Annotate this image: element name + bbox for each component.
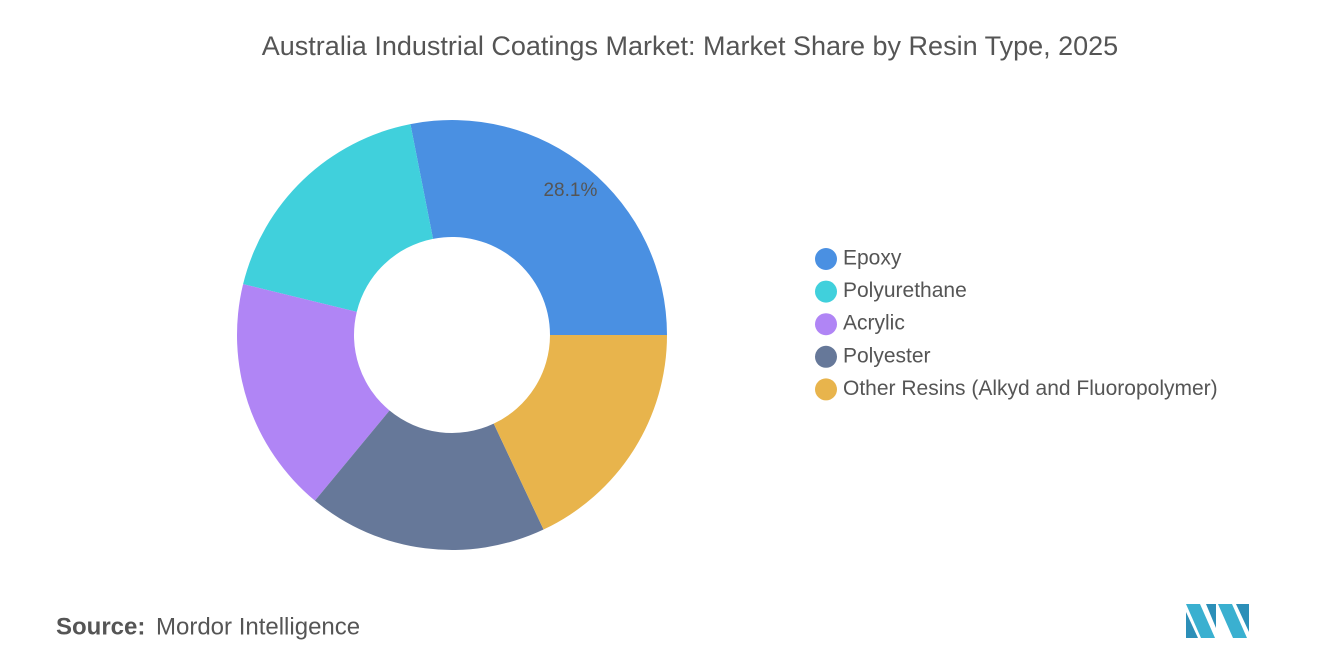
legend-label: Polyester bbox=[843, 344, 931, 367]
legend-label: Polyurethane bbox=[843, 279, 967, 302]
legend-marker bbox=[815, 248, 837, 270]
legend-label: Other Resins (Alkyd and Fluoropolymer) bbox=[843, 377, 1218, 400]
donut-slice bbox=[493, 335, 667, 530]
donut-slice bbox=[314, 410, 544, 550]
source: Mordor Intelligence bbox=[156, 613, 360, 640]
legend-marker bbox=[815, 345, 837, 368]
legend-marker bbox=[815, 378, 837, 401]
legend-marker bbox=[815, 280, 837, 303]
legend-marker bbox=[815, 313, 837, 336]
donut-slice bbox=[237, 284, 390, 501]
chart-title: Australia Industrial Coatings Market: Ma… bbox=[262, 31, 1118, 61]
legend-label: Epoxy bbox=[843, 247, 902, 270]
donut-slice bbox=[410, 120, 667, 335]
source-label: Source: bbox=[56, 613, 145, 640]
legend-label: Acrylic bbox=[843, 312, 905, 335]
data-label: 28.1% bbox=[543, 180, 597, 201]
logo bbox=[1186, 604, 1249, 638]
donut-slice bbox=[243, 124, 434, 312]
